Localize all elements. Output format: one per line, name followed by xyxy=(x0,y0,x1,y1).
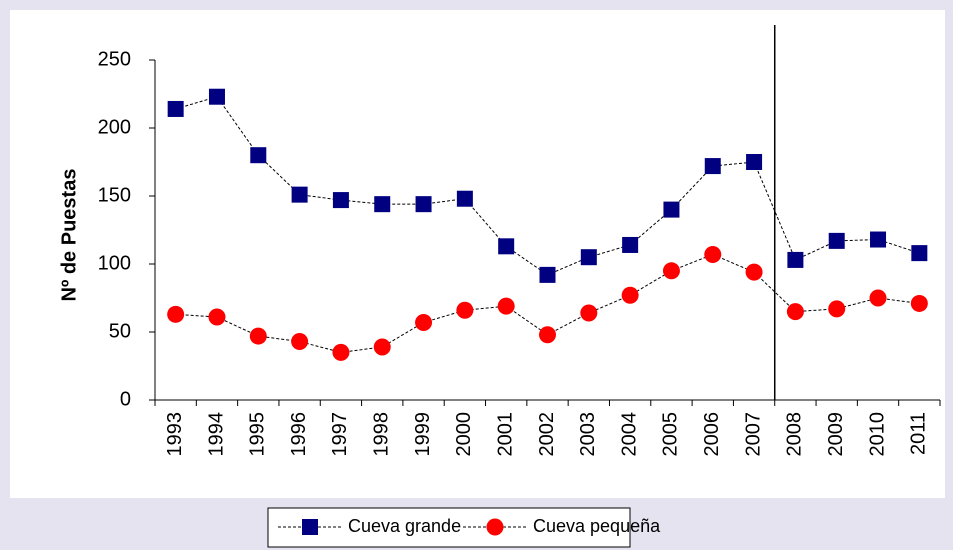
data-point xyxy=(539,326,556,344)
y-tick-label: 200 xyxy=(98,116,131,138)
data-point xyxy=(869,289,887,307)
x-tick-label: 1998 xyxy=(371,412,393,457)
x-tick-label: 2000 xyxy=(453,412,475,457)
legend-label: Cueva pequeña xyxy=(533,516,661,536)
x-tick-label: 2010 xyxy=(866,412,888,457)
data-point xyxy=(828,300,846,318)
data-point xyxy=(415,313,433,331)
y-tick-label: 100 xyxy=(98,252,131,274)
x-tick-label: 2002 xyxy=(536,412,558,457)
data-point xyxy=(332,192,349,209)
data-point xyxy=(787,251,804,268)
data-point xyxy=(910,294,928,312)
x-tick-label: 2011 xyxy=(908,412,930,455)
data-point xyxy=(291,333,309,351)
data-point xyxy=(291,186,308,203)
data-point xyxy=(167,100,184,117)
data-point xyxy=(374,196,391,213)
data-point xyxy=(539,266,556,283)
data-point xyxy=(250,147,267,164)
data-point xyxy=(332,343,350,361)
data-point xyxy=(208,308,226,326)
data-point xyxy=(622,236,639,253)
y-tick-label: 150 xyxy=(98,184,131,206)
x-tick-label: 1994 xyxy=(205,412,227,457)
x-tick-label: 1999 xyxy=(412,412,434,457)
x-tick-label: 2001 xyxy=(494,412,516,457)
data-point xyxy=(911,245,928,262)
data-point xyxy=(786,303,804,321)
data-point xyxy=(704,158,721,175)
y-tick-label: 250 xyxy=(98,48,131,70)
x-tick-label: 2006 xyxy=(701,412,723,457)
data-point xyxy=(497,297,515,315)
x-tick-label: 2007 xyxy=(742,412,764,457)
x-tick-label: 2005 xyxy=(660,412,682,457)
data-point xyxy=(456,301,474,319)
x-tick-label: 2008 xyxy=(784,412,806,457)
data-point xyxy=(373,338,391,356)
data-point xyxy=(663,201,680,218)
y-tick-label: 0 xyxy=(120,388,131,410)
data-point xyxy=(870,231,887,248)
data-point xyxy=(704,245,722,263)
data-point xyxy=(456,190,473,207)
data-point xyxy=(249,327,267,345)
data-point xyxy=(580,304,598,322)
x-tick-label: 1993 xyxy=(164,412,186,457)
data-point xyxy=(828,232,845,249)
data-point xyxy=(621,286,639,304)
x-tick-label: 2003 xyxy=(577,412,599,457)
legend-marker xyxy=(302,519,318,535)
data-point xyxy=(415,196,432,213)
x-tick-label: 2004 xyxy=(618,412,640,457)
data-point xyxy=(208,88,225,105)
y-tick-label: 50 xyxy=(109,320,131,342)
y-axis-label: Nº de Puestas xyxy=(58,169,80,302)
data-point xyxy=(746,154,763,170)
data-point xyxy=(167,305,185,323)
legend-label: Cueva grande xyxy=(348,516,461,536)
data-point xyxy=(662,262,680,280)
x-tick-label: 1995 xyxy=(247,412,269,457)
x-tick-label: 1996 xyxy=(288,412,310,457)
legend-marker xyxy=(486,518,504,536)
data-point xyxy=(580,249,597,266)
x-tick-label: 2009 xyxy=(825,412,847,457)
x-tick-label: 1997 xyxy=(329,412,351,457)
data-point xyxy=(498,238,515,255)
data-point xyxy=(745,263,763,281)
